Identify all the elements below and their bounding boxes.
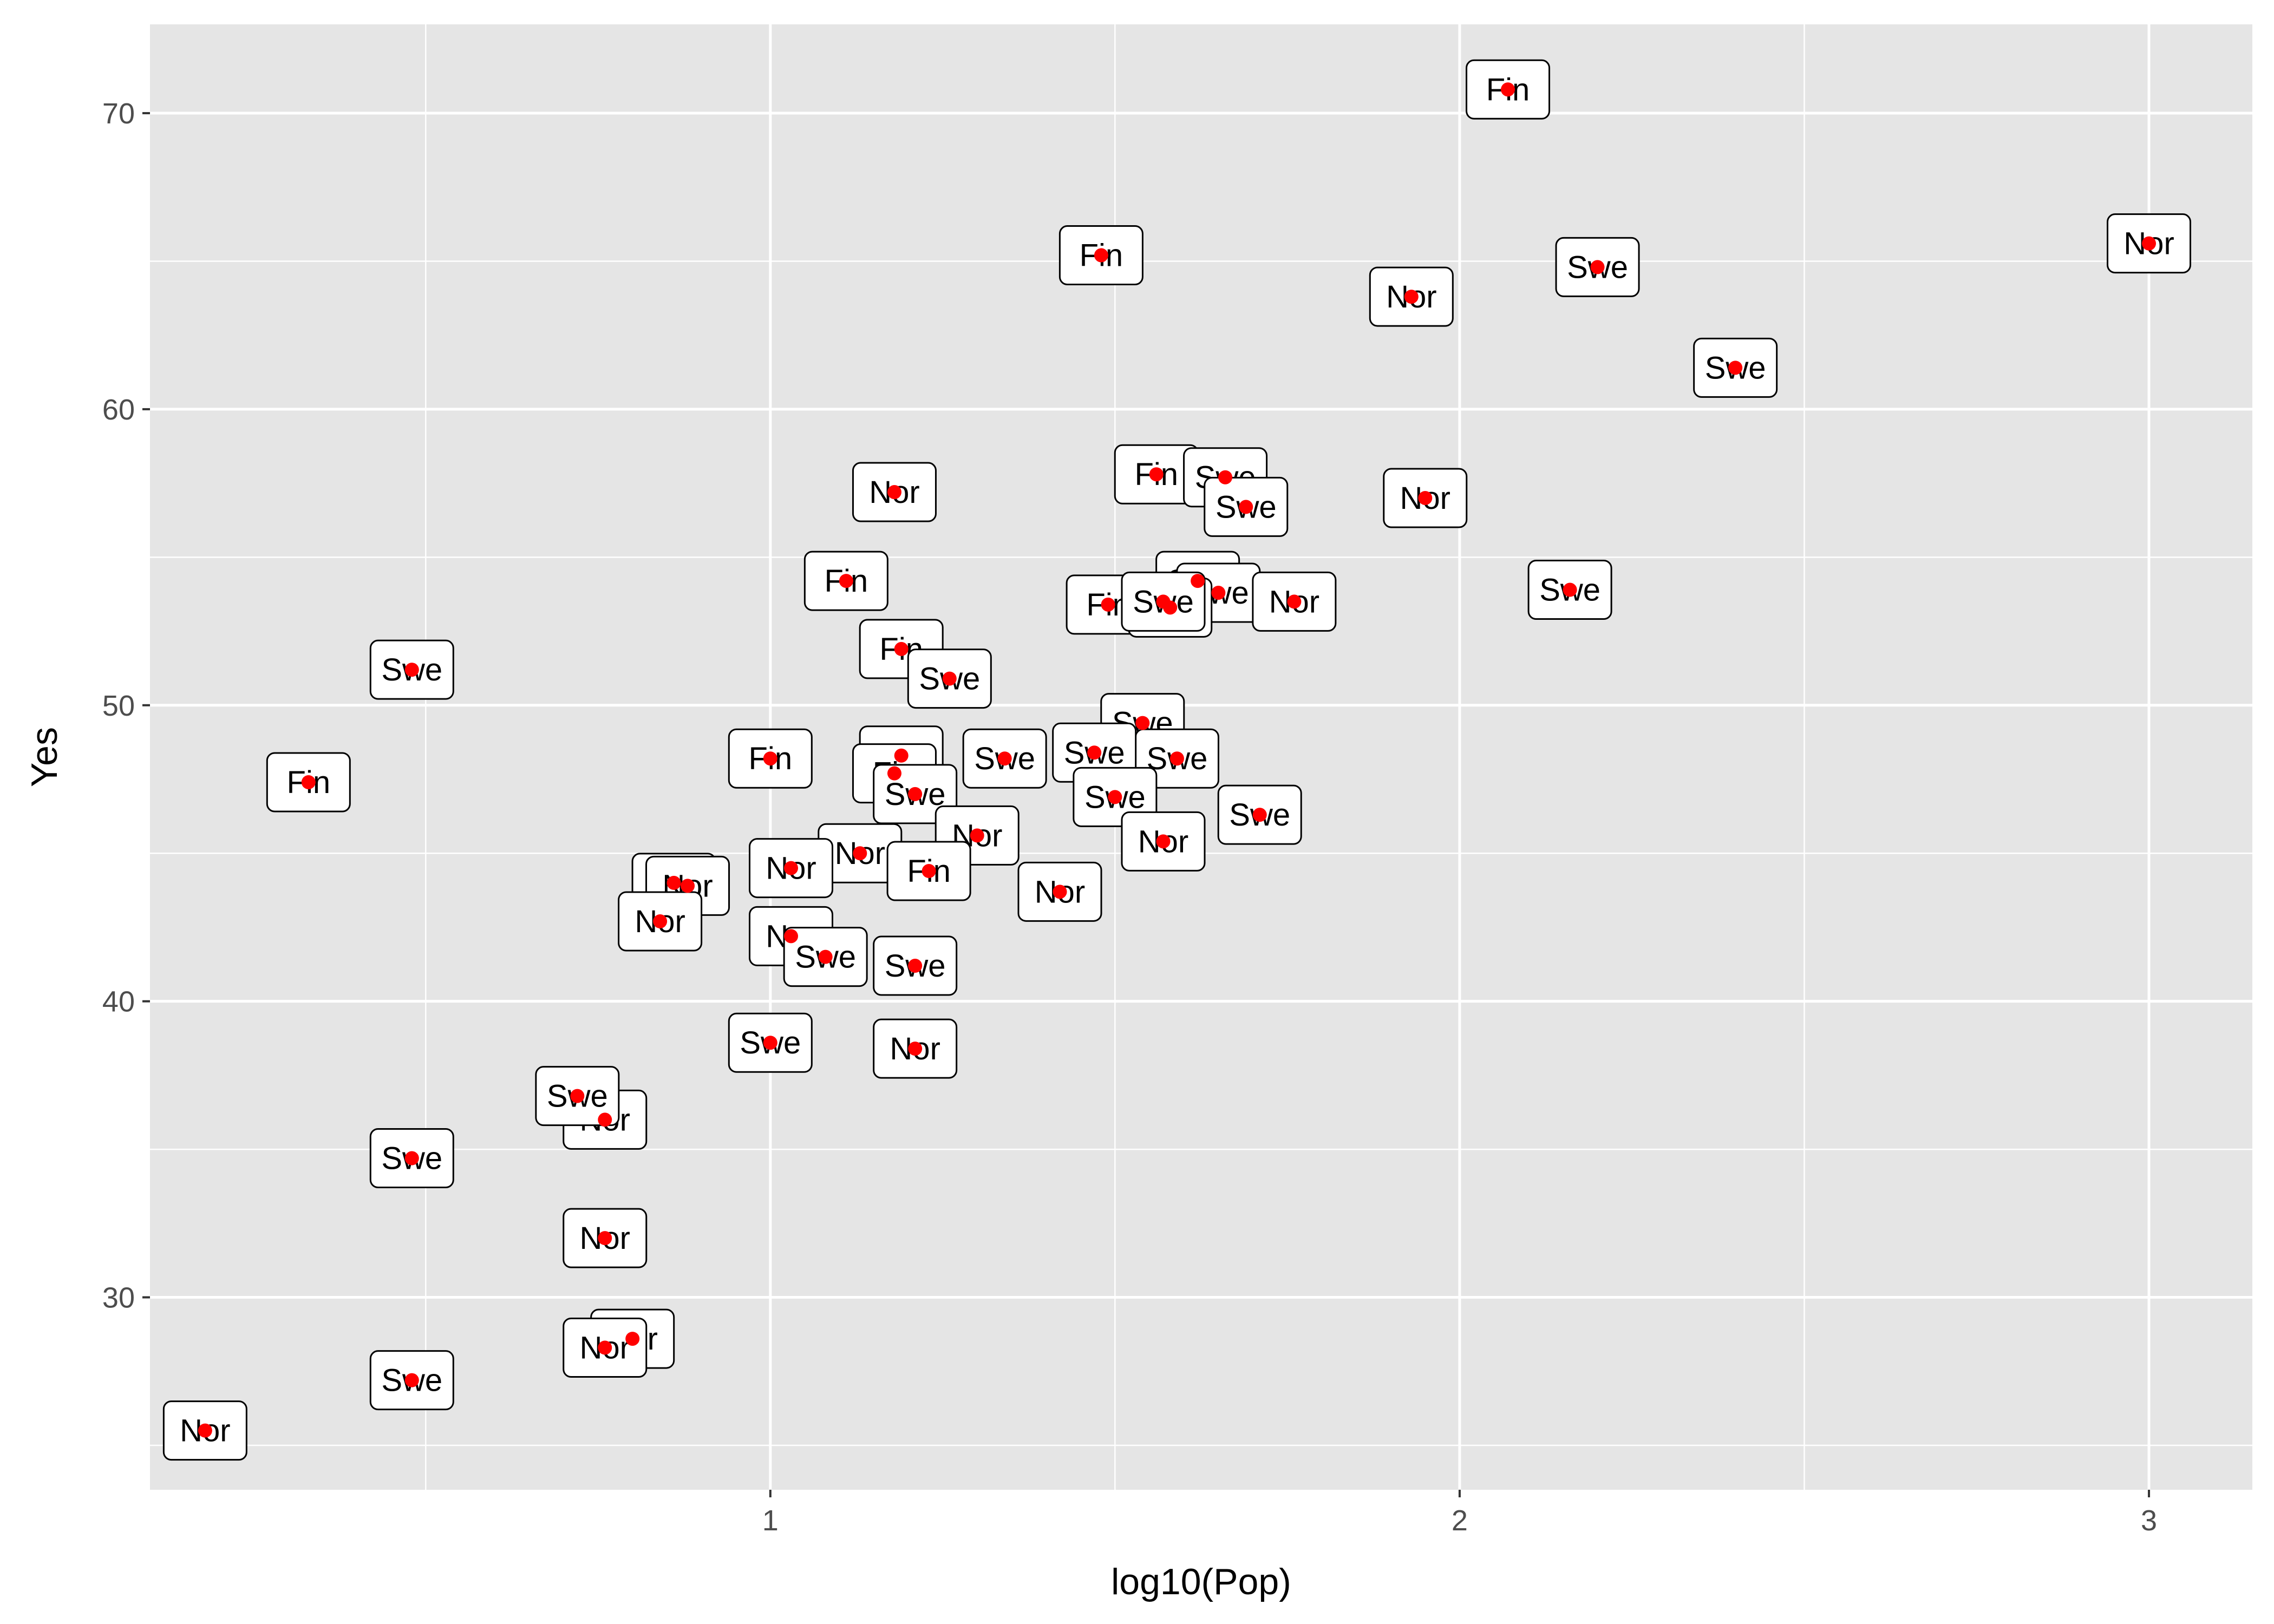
data-point [894, 641, 909, 656]
data-point [763, 751, 777, 766]
data-point [1239, 500, 1253, 514]
data-point [1418, 490, 1433, 505]
data-point [404, 1373, 419, 1387]
data-point [301, 775, 316, 789]
data-point [763, 1036, 777, 1050]
data-point [1191, 574, 1205, 588]
data-point [887, 766, 901, 781]
data-point [783, 929, 798, 944]
data-point [853, 846, 867, 861]
data-point [818, 949, 833, 964]
point-label: Swe [1121, 571, 1206, 632]
data-point [942, 671, 957, 686]
data-point [1728, 361, 1743, 375]
data-point [1287, 594, 1302, 609]
data-point [783, 861, 798, 875]
data-point [2142, 236, 2157, 251]
data-point [1218, 470, 1233, 484]
data-point [1094, 248, 1108, 263]
x-tick-label: 3 [2141, 1504, 2157, 1537]
y-axis-title: Yes [24, 727, 65, 787]
data-point [1149, 467, 1164, 482]
x-tick-label: 2 [1452, 1504, 1468, 1537]
data-point [598, 1340, 612, 1355]
y-tick-label: 60 [102, 394, 135, 426]
data-point [908, 787, 923, 801]
data-point [404, 1151, 419, 1165]
axes: 1 2 3 30 40 50 60 70 [102, 97, 2157, 1537]
point-label: Nor [1383, 468, 1468, 528]
data-point [1211, 585, 1226, 600]
data-point [1169, 751, 1184, 766]
data-point [598, 1231, 612, 1246]
data-point [404, 663, 419, 677]
data-point [922, 864, 936, 879]
data-point [908, 959, 923, 973]
y-tick-label: 40 [102, 986, 135, 1018]
x-axis-title: log10(Pop) [1111, 1561, 1291, 1602]
data-point [198, 1423, 212, 1438]
data-point [625, 1332, 640, 1346]
data-point [908, 1042, 923, 1056]
data-point [1590, 260, 1605, 274]
data-point [970, 828, 984, 843]
data-point [598, 1112, 612, 1127]
data-point [1156, 834, 1171, 849]
data-point [666, 875, 681, 890]
data-point [1156, 594, 1171, 609]
y-tick-label: 70 [102, 97, 135, 130]
grid-lines [150, 24, 2252, 1490]
data-point [1501, 82, 1515, 97]
data-points: FinNorFinSweNorSweFinSweSweNorNorFinSweS… [162, 59, 2192, 1461]
data-point [653, 914, 668, 929]
data-point [1563, 582, 1577, 597]
data-point [681, 879, 695, 893]
data-point [1053, 885, 1067, 899]
data-point [839, 574, 853, 588]
y-tick-label: 30 [102, 1282, 135, 1314]
data-point [570, 1089, 585, 1103]
data-point [1404, 290, 1419, 304]
data-point [887, 485, 901, 500]
point-label: Swe [1527, 560, 1612, 620]
data-point [1101, 597, 1115, 612]
data-point [1087, 745, 1102, 760]
y-tick-label: 50 [102, 690, 135, 722]
data-point [1252, 808, 1267, 822]
data-point [1135, 716, 1150, 730]
data-point [997, 751, 1012, 766]
data-point [1108, 790, 1122, 804]
data-point [894, 748, 909, 763]
x-tick-label: 1 [762, 1504, 779, 1537]
